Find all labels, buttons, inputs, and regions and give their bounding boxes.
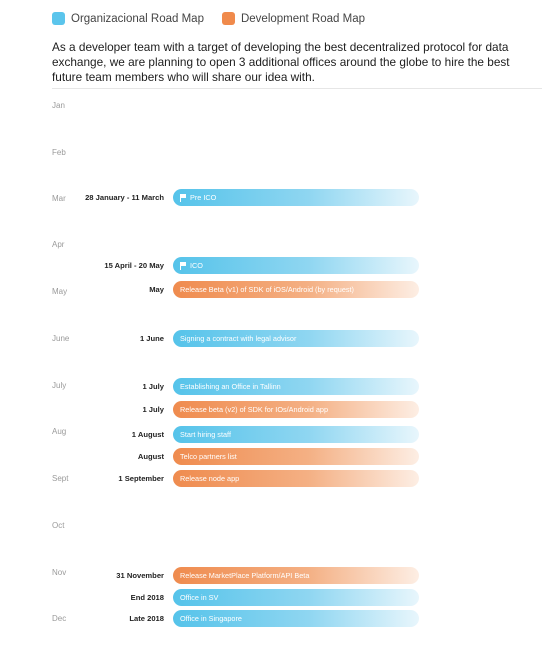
- flag-icon: [180, 261, 187, 270]
- event-date: May: [149, 285, 164, 294]
- event-bar[interactable]: Office in SV: [173, 589, 419, 606]
- event-bar[interactable]: Release beta (v2) of SDK for IOs/Android…: [173, 401, 419, 418]
- event-date: 1 September: [118, 474, 164, 483]
- event-label: ICO: [190, 261, 203, 270]
- legend: Organizacional Road Map Development Road…: [52, 12, 365, 25]
- timeline-row: August Telco partners list: [0, 448, 558, 465]
- event-date: 28 January - 11 March: [85, 193, 164, 202]
- timeline-row: 1 July Establishing an Office in Tallinn: [0, 378, 558, 395]
- event-bar[interactable]: Office in Singapore: [173, 610, 419, 627]
- event-bar[interactable]: Pre ICO: [173, 189, 419, 206]
- event-date: 1 July: [142, 382, 164, 391]
- legend-item-org: Organizacional Road Map: [52, 12, 204, 25]
- month-label: Apr: [52, 240, 65, 249]
- event-date: Late 2018: [129, 614, 164, 623]
- event-bar[interactable]: Release MarketPlace Platform/API Beta: [173, 567, 419, 584]
- divider: [52, 88, 542, 89]
- legend-item-dev: Development Road Map: [221, 12, 365, 25]
- month-label: Oct: [52, 521, 65, 530]
- timeline-row: 1 July Release beta (v2) of SDK for IOs/…: [0, 401, 558, 418]
- event-bar[interactable]: Release Beta (v1) of SDK of iOS/Android …: [173, 281, 419, 298]
- event-label: Telco partners list: [180, 452, 237, 461]
- month-label: Sept: [52, 474, 69, 483]
- event-bar[interactable]: Establishing an Office in Tallinn: [173, 378, 419, 395]
- month-label: Dec: [52, 614, 67, 623]
- legend-label-dev: Development Road Map: [240, 12, 365, 25]
- event-bar[interactable]: Start hiring staff: [173, 426, 419, 443]
- event-label: Signing a contract with legal advisor: [180, 334, 297, 343]
- intro-text: As a developer team with a target of dev…: [52, 40, 510, 84]
- timeline-row: Late 2018 Office in Singapore: [0, 610, 558, 627]
- event-label: Release Beta (v1) of SDK of iOS/Android …: [180, 285, 354, 294]
- event-date: 1 July: [142, 405, 164, 414]
- timeline-row: 1 August Start hiring staff: [0, 426, 558, 443]
- timeline-row: 1 June Signing a contract with legal adv…: [0, 330, 558, 347]
- legend-label-org: Organizacional Road Map: [71, 12, 204, 25]
- month-label: Jan: [52, 101, 65, 110]
- timeline-row: 1 September Release node app: [0, 470, 558, 487]
- timeline-row: May Release Beta (v1) of SDK of iOS/Andr…: [0, 281, 558, 298]
- legend-swatch-org: [52, 12, 65, 25]
- month-label: July: [52, 381, 67, 390]
- event-bar[interactable]: ICO: [173, 257, 419, 274]
- event-date: End 2018: [130, 593, 164, 602]
- event-label: Release node app: [180, 474, 240, 483]
- timeline-row: 15 April - 20 May ICO: [0, 257, 558, 274]
- event-label: Establishing an Office in Tallinn: [180, 382, 281, 391]
- event-label: Office in SV: [180, 593, 219, 602]
- legend-swatch-dev: [221, 12, 235, 25]
- event-bar[interactable]: Release node app: [173, 470, 419, 487]
- month-label: Mar: [52, 194, 66, 203]
- event-date: 1 June: [139, 334, 164, 343]
- event-label: Release beta (v2) of SDK for IOs/Android…: [180, 405, 329, 414]
- event-bar[interactable]: Signing a contract with legal advisor: [173, 330, 419, 347]
- timeline-row: 31 November Release MarketPlace Platform…: [0, 567, 558, 584]
- month-label: May: [52, 287, 68, 296]
- flag-icon: [180, 193, 187, 202]
- event-date: August: [137, 452, 164, 461]
- timeline-row: End 2018 Office in SV: [0, 589, 558, 606]
- month-label: Feb: [52, 148, 66, 157]
- month-label: June: [52, 334, 70, 343]
- event-date: 15 April - 20 May: [104, 261, 164, 270]
- month-label: Aug: [52, 427, 67, 436]
- month-label: Nov: [52, 568, 67, 577]
- event-bar[interactable]: Telco partners list: [173, 448, 419, 465]
- timeline-row: 28 January - 11 March Pre ICO: [0, 189, 558, 206]
- event-date: 1 August: [131, 430, 164, 439]
- event-label: Pre ICO: [190, 193, 217, 202]
- event-label: Start hiring staff: [180, 430, 231, 439]
- event-label: Release MarketPlace Platform/API Beta: [180, 571, 310, 580]
- event-label: Office in Singapore: [180, 614, 242, 623]
- event-date: 31 November: [116, 571, 164, 580]
